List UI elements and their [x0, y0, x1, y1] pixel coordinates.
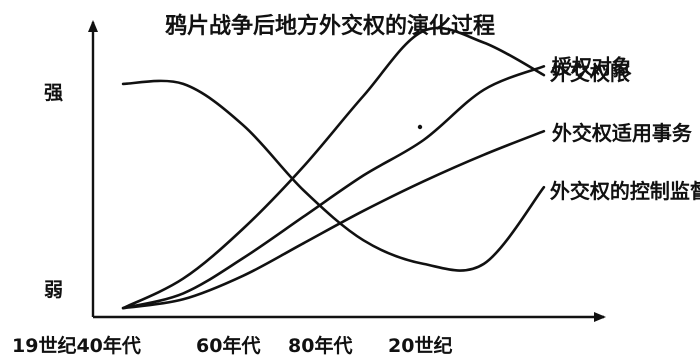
series-label-3: 外交权适用事务: [552, 121, 693, 145]
series-label-4: 外交权的控制监督: [550, 179, 700, 203]
y-tick-label-strong: 强: [44, 82, 63, 104]
x-tick-label-1840s: 19世纪40年代: [12, 334, 141, 357]
chart-title: 鸦片战争后地方外交权的演化过程: [165, 13, 495, 39]
series-label-2: 授权对象: [552, 54, 632, 78]
y-tick-label-weak: 弱: [44, 279, 63, 301]
x-tick-label-1880s: 80年代: [288, 334, 352, 357]
series-line-1: [121, 26, 546, 310]
x-tick-label-1860s: 60年代: [196, 334, 260, 357]
series-line-3: [121, 129, 546, 310]
stray-dot: [417, 124, 423, 130]
series-label-1: 外交权限: [550, 61, 630, 85]
series-line-2: [121, 65, 546, 310]
x-tick-label-20th-century: 20世纪: [388, 334, 452, 357]
series-line-4: [121, 79, 546, 272]
series-layer: [121, 26, 546, 310]
